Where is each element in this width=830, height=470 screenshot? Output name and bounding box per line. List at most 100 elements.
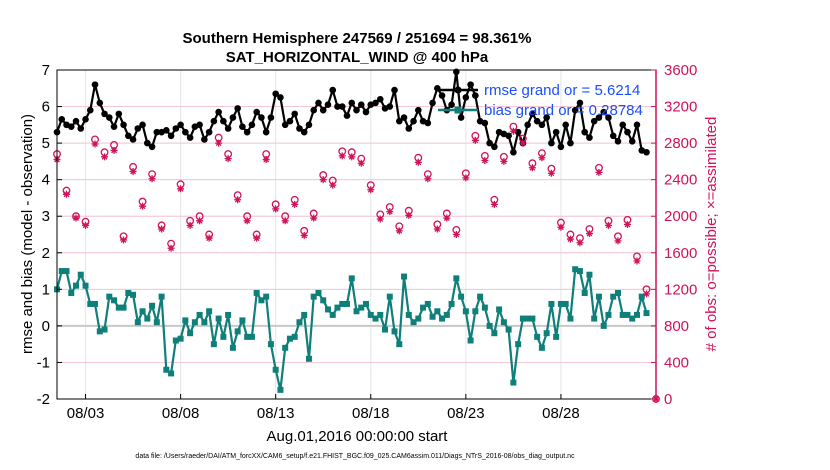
- rmse-point: [262, 128, 270, 136]
- bias-point: [410, 319, 417, 326]
- bias-point: [505, 326, 512, 333]
- obs-assimilated-point: [158, 225, 166, 233]
- rmse-series: [53, 68, 650, 156]
- y-tick-label-right: 2000: [664, 208, 697, 225]
- rmse-point: [196, 121, 203, 129]
- rmse-point: [310, 106, 318, 114]
- bias-point: [82, 282, 89, 289]
- bias-point: [130, 291, 137, 298]
- obs-assimilated-point: [490, 200, 498, 208]
- rmse-point: [272, 90, 279, 98]
- y-tick-label-left: 0: [42, 318, 50, 335]
- bias-series: [54, 266, 650, 393]
- obs-assimilated-point: [186, 221, 194, 229]
- rmse-point: [510, 148, 517, 156]
- bias-point: [439, 315, 446, 322]
- obs-assimilated-point: [585, 230, 593, 238]
- y-tick-label-left: -2: [37, 391, 50, 408]
- rmse-point: [552, 128, 560, 136]
- rmse-point: [424, 119, 432, 127]
- rmse-point: [633, 121, 641, 129]
- rmse-point: [391, 86, 398, 94]
- bias-point: [348, 275, 355, 282]
- rmse-point: [58, 116, 66, 123]
- rmse-point: [472, 92, 479, 99]
- rmse-point: [491, 143, 498, 151]
- bias-point: [334, 304, 341, 311]
- bias-point: [92, 300, 99, 307]
- rmse-point: [376, 95, 384, 103]
- bias-point: [591, 315, 598, 322]
- rmse-point: [386, 103, 394, 110]
- legend: rmse grand or = 5.6214 bias grand or = 0…: [438, 82, 643, 119]
- rmse-point: [624, 128, 631, 136]
- rmse-point: [67, 123, 75, 130]
- rmse-point: [229, 114, 237, 121]
- bias-point: [87, 300, 94, 307]
- obs-assimilated-point: [338, 152, 346, 160]
- x-tick-label: 08/03: [67, 405, 105, 422]
- bias-point: [153, 319, 160, 326]
- rmse-point: [548, 139, 555, 147]
- bias-point: [548, 300, 555, 307]
- rmse-point: [457, 114, 465, 121]
- rmse-point: [590, 117, 598, 125]
- bias-point: [377, 311, 384, 318]
- bias-point: [576, 268, 583, 275]
- obs-assimilated-point: [433, 225, 441, 233]
- rmse-point: [134, 125, 142, 132]
- bias-point: [353, 308, 360, 315]
- bias-point: [553, 333, 560, 340]
- rmse-point: [486, 139, 493, 147]
- rmse-point: [205, 128, 213, 136]
- legend-rmse-marker: [454, 86, 462, 94]
- bias-point: [519, 315, 526, 322]
- bias-point: [638, 293, 645, 300]
- obs-assimilated-point: [481, 156, 489, 164]
- bias-point: [101, 326, 108, 333]
- rmse-point: [258, 114, 265, 121]
- rmse-point: [619, 121, 627, 129]
- bias-point: [462, 308, 469, 315]
- rmse-point: [319, 106, 327, 114]
- rmse-point: [167, 132, 175, 140]
- bias-point: [120, 304, 127, 311]
- bias-point: [486, 322, 493, 329]
- rmse-point: [329, 86, 337, 94]
- bias-point: [477, 293, 484, 300]
- rmse-point: [334, 103, 341, 110]
- bias-point: [77, 271, 84, 278]
- bias-point: [472, 308, 479, 315]
- bias-point: [125, 289, 132, 296]
- bias-point: [215, 315, 222, 322]
- bias-point: [282, 344, 289, 351]
- rmse-point: [514, 128, 522, 136]
- bias-point: [453, 275, 460, 282]
- bias-point: [315, 289, 322, 296]
- rmse-point: [253, 108, 260, 116]
- rmse-point: [172, 125, 180, 132]
- obs-assimilated-point: [310, 214, 318, 222]
- rmse-point: [129, 136, 137, 143]
- rmse-point: [210, 117, 218, 125]
- rmse-point: [115, 110, 123, 118]
- rmse-point: [105, 114, 113, 121]
- bias-point: [491, 330, 498, 337]
- bias-point: [106, 293, 113, 300]
- bias-point: [382, 326, 389, 333]
- rmse-point: [125, 132, 132, 140]
- chart-subtitle: SAT_HORIZONTAL_WIND @ 400 hPa: [226, 49, 489, 66]
- rmse-point: [82, 116, 89, 123]
- footnote: data file: /Users/raeder/DAI/ATM_forcXX/…: [135, 453, 575, 460]
- bias-point: [420, 304, 427, 311]
- bias-point: [244, 333, 251, 340]
- rmse-point: [86, 106, 94, 114]
- legend-bias-label: bias grand or = 0.28784: [484, 102, 643, 119]
- rmse-point: [405, 125, 413, 132]
- bias-point: [595, 293, 602, 300]
- bias-point: [253, 289, 260, 296]
- rmse-point: [153, 128, 161, 136]
- rmse-point: [628, 137, 636, 145]
- obs-assimilated-point: [595, 168, 603, 176]
- obs-assimilated-point: [253, 234, 261, 242]
